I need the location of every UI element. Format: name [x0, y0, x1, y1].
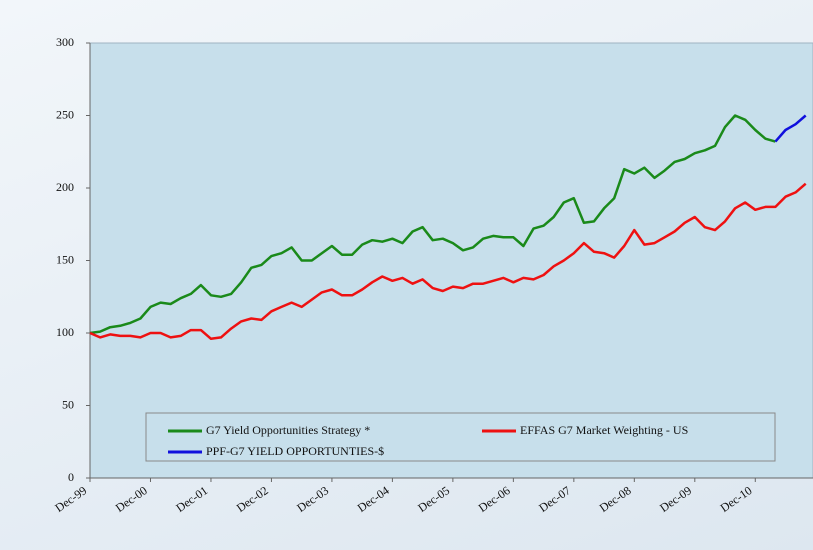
series-line	[89, 182, 807, 341]
x-tick-label: Dec-01	[173, 483, 210, 515]
legend-label: PPF-G7 YIELD OPPORTUNTIES-$	[206, 444, 384, 458]
x-tick-label: Dec-03	[294, 483, 331, 515]
x-tick-label: Dec-08	[597, 483, 634, 515]
y-tick-label: 150	[56, 252, 74, 266]
x-tick-label: Dec-00	[113, 483, 150, 515]
y-tick-label: 200	[56, 180, 74, 194]
x-tick-label: Dec-04	[355, 483, 392, 515]
legend-box	[145, 412, 776, 462]
x-tick-label: Dec-07	[536, 483, 573, 515]
series-line	[89, 114, 776, 335]
y-tick-label: 50	[62, 397, 74, 411]
plot-area	[89, 42, 813, 479]
y-tick-label: 250	[56, 107, 74, 121]
x-tick-label: Dec-99	[52, 483, 89, 515]
series-line	[774, 114, 807, 143]
x-tick-label: Dec-02	[234, 483, 271, 515]
legend-label: EFFAS G7 Market Weighting - US	[520, 423, 688, 437]
y-tick-label: 0	[68, 470, 74, 484]
x-tick-label: Dec-09	[657, 483, 694, 515]
y-tick-label: 100	[56, 325, 74, 339]
x-tick-label: Dec-06	[476, 483, 513, 515]
x-tick-label: Dec-10	[718, 483, 755, 515]
y-tick-label: 300	[56, 35, 74, 49]
x-tick-label: Dec-05	[415, 483, 452, 515]
legend-label: G7 Yield Opportunities Strategy *	[206, 423, 370, 437]
